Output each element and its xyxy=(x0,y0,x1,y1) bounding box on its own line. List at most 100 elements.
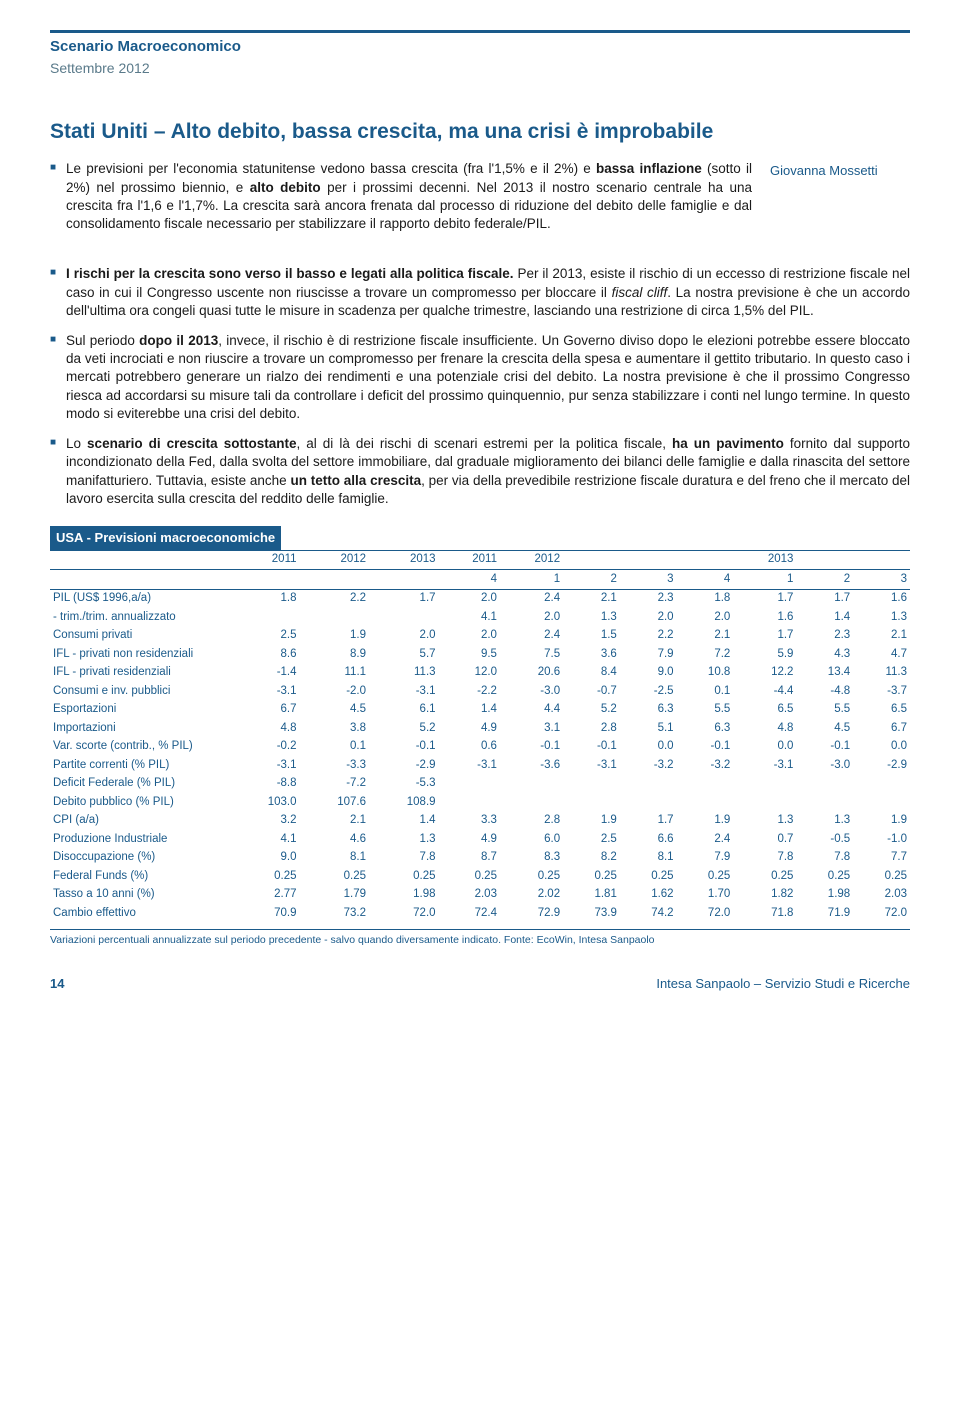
row-value: 7.7 xyxy=(853,849,910,868)
row-value: 0.25 xyxy=(563,867,620,886)
table-row: Debito pubblico (% PIL)103.0107.6108.9 xyxy=(50,793,910,812)
page-footer: 14 Intesa Sanpaolo – Servizio Studi e Ri… xyxy=(50,975,910,993)
table-year-header: 2013 xyxy=(369,551,439,570)
table-quarter-header: 2 xyxy=(796,570,853,590)
row-value xyxy=(300,608,370,627)
table-quarter-header xyxy=(369,570,439,590)
row-value: 8.1 xyxy=(300,849,370,868)
table-quarter-header: 3 xyxy=(620,570,677,590)
row-value: 1.81 xyxy=(563,886,620,905)
row-value: 2.2 xyxy=(620,627,677,646)
row-value: 2.0 xyxy=(439,589,500,608)
row-label: Debito pubblico (% PIL) xyxy=(50,793,230,812)
row-value: -3.1 xyxy=(563,756,620,775)
row-value: 8.3 xyxy=(500,849,563,868)
row-value: 2.02 xyxy=(500,886,563,905)
row-value xyxy=(439,775,500,794)
table-row: Esportazioni6.74.56.11.44.45.26.35.56.55… xyxy=(50,701,910,720)
row-value: 20.6 xyxy=(500,664,563,683)
row-value: 2.77 xyxy=(230,886,300,905)
row-value: -7.2 xyxy=(300,775,370,794)
row-value xyxy=(620,793,677,812)
table-year-header: 2012 xyxy=(500,551,563,570)
row-value: -3.0 xyxy=(500,682,563,701)
row-value: 2.1 xyxy=(563,589,620,608)
row-value: 5.2 xyxy=(369,719,439,738)
table-row: Disoccupazione (%)9.08.17.88.78.38.28.17… xyxy=(50,849,910,868)
row-value: 9.0 xyxy=(230,849,300,868)
row-value: 8.9 xyxy=(300,645,370,664)
row-value: -2.0 xyxy=(300,682,370,701)
table-row: PIL (US$ 1996,a/a)1.82.21.72.02.42.12.31… xyxy=(50,589,910,608)
row-value: -2.9 xyxy=(853,756,910,775)
row-value: 8.4 xyxy=(563,664,620,683)
row-value: 5.7 xyxy=(369,645,439,664)
row-value: 72.0 xyxy=(369,904,439,923)
table-row: - trim./trim. annualizzato4.12.01.32.02.… xyxy=(50,608,910,627)
row-value xyxy=(677,793,734,812)
doc-header: Scenario Macroeconomico Settembre 2012 xyxy=(50,30,910,78)
row-label: Cambio effettivo xyxy=(50,904,230,923)
table-year-header: 2011 xyxy=(230,551,300,570)
row-value: -0.1 xyxy=(369,738,439,757)
row-value xyxy=(796,775,853,794)
row-value: 4.9 xyxy=(439,830,500,849)
row-value: 1.3 xyxy=(796,812,853,831)
row-value xyxy=(369,608,439,627)
row-value xyxy=(500,793,563,812)
row-value: 6.5 xyxy=(733,701,796,720)
row-value: 1.9 xyxy=(300,627,370,646)
row-value: 7.2 xyxy=(677,645,734,664)
row-value: 1.3 xyxy=(853,608,910,627)
table-row: Deficit Federale (% PIL)-8.8-7.2-5.3 xyxy=(50,775,910,794)
row-value: 71.8 xyxy=(733,904,796,923)
bullet-2: I rischi per la crescita sono verso il b… xyxy=(50,265,910,320)
row-value: 1.8 xyxy=(677,589,734,608)
row-label: Consumi e inv. pubblici xyxy=(50,682,230,701)
row-label: Consumi privati xyxy=(50,627,230,646)
row-value xyxy=(733,793,796,812)
row-value: 3.3 xyxy=(439,812,500,831)
row-value: 2.1 xyxy=(677,627,734,646)
table-quarter-header: 2 xyxy=(563,570,620,590)
table-quarter-header: 4 xyxy=(677,570,734,590)
table-row: Federal Funds (%)0.250.250.250.250.250.2… xyxy=(50,867,910,886)
row-value xyxy=(796,793,853,812)
row-value: 1.3 xyxy=(369,830,439,849)
footer-source: Intesa Sanpaolo – Servizio Studi e Ricer… xyxy=(656,975,910,993)
row-value: 3.8 xyxy=(300,719,370,738)
row-value: 4.1 xyxy=(230,830,300,849)
row-value: 1.5 xyxy=(563,627,620,646)
row-value: 2.5 xyxy=(230,627,300,646)
row-value: 5.9 xyxy=(733,645,796,664)
table-year-header xyxy=(563,551,620,570)
row-value: 74.2 xyxy=(620,904,677,923)
row-value: 1.9 xyxy=(563,812,620,831)
row-value: -3.2 xyxy=(677,756,734,775)
row-value: 7.5 xyxy=(500,645,563,664)
row-value: 1.98 xyxy=(369,886,439,905)
row-value: 4.5 xyxy=(300,701,370,720)
row-value: 2.0 xyxy=(369,627,439,646)
row-value: 1.9 xyxy=(677,812,734,831)
row-value: 4.9 xyxy=(439,719,500,738)
row-value: 1.4 xyxy=(796,608,853,627)
row-value: -0.1 xyxy=(677,738,734,757)
row-value: -2.2 xyxy=(439,682,500,701)
row-value: 2.1 xyxy=(300,812,370,831)
row-value: 8.6 xyxy=(230,645,300,664)
table-quarter-header: 1 xyxy=(733,570,796,590)
row-value: 1.8 xyxy=(230,589,300,608)
row-value: -0.1 xyxy=(563,738,620,757)
row-label: IFL - privati non residenziali xyxy=(50,645,230,664)
row-value: 0.25 xyxy=(677,867,734,886)
row-value: -3.7 xyxy=(853,682,910,701)
table-quarter-header xyxy=(50,570,230,590)
row-value: 3.1 xyxy=(500,719,563,738)
row-value: -3.1 xyxy=(230,756,300,775)
table-row: Tasso a 10 anni (%)2.771.791.982.032.021… xyxy=(50,886,910,905)
row-value xyxy=(853,793,910,812)
row-value: 4.8 xyxy=(733,719,796,738)
row-value: 1.9 xyxy=(853,812,910,831)
row-value: 2.3 xyxy=(796,627,853,646)
